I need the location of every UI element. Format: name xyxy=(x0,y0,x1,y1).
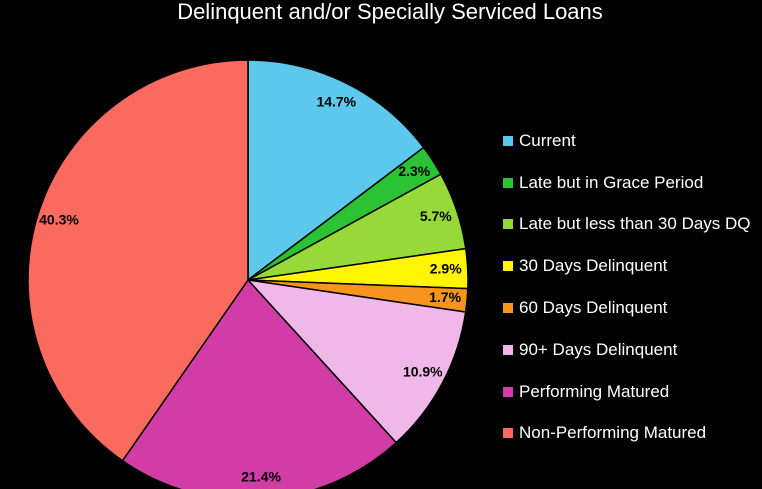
svg-text:2.9%: 2.9% xyxy=(430,260,462,276)
svg-text:40.3%: 40.3% xyxy=(39,212,79,228)
svg-text:2.3%: 2.3% xyxy=(398,163,430,179)
svg-text:10.9%: 10.9% xyxy=(403,364,443,380)
svg-text:14.7%: 14.7% xyxy=(316,94,356,110)
svg-text:21.4%: 21.4% xyxy=(241,468,281,484)
svg-text:1.7%: 1.7% xyxy=(429,289,461,305)
svg-text:5.7%: 5.7% xyxy=(420,208,452,224)
